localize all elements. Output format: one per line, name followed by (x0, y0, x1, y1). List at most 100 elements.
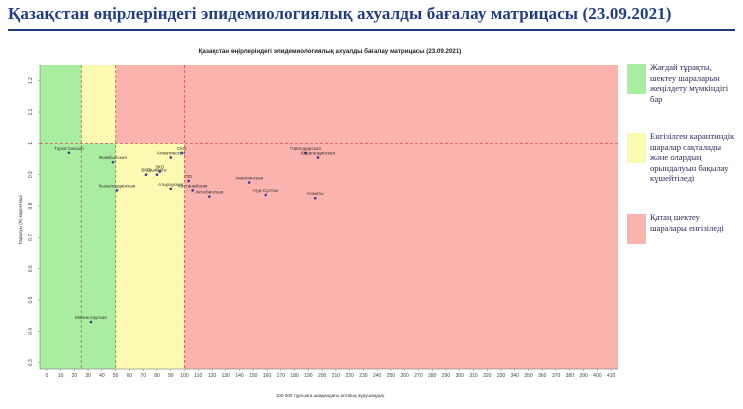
data-point (191, 189, 195, 192)
legend-swatch-green (627, 64, 646, 94)
x-tick-label: 380 (566, 373, 575, 379)
axes: 0 10 20 30 40 50 60 70 80 90 100 110 120 130 140 150 160… (28, 65, 618, 379)
x-tick-label: 360 (538, 373, 547, 379)
data-point-label: Карагандинская (301, 150, 336, 155)
data-point-label: Кызылординская (99, 183, 136, 188)
x-tick-label: 60 (127, 373, 133, 379)
zones-layer (40, 65, 618, 369)
data-point (169, 156, 173, 159)
y-tick-label: 0.5 (28, 296, 34, 303)
data-point-label: Алматы (307, 191, 324, 196)
data-point (111, 160, 115, 164)
zone-green (40, 65, 82, 144)
x-tick-label: 230 (359, 373, 368, 379)
data-point-label: ВКО (141, 168, 151, 173)
x-tick-label: 340 (511, 373, 520, 379)
x-tick-label: 130 (222, 373, 231, 379)
y-tick-label: 0.4 (28, 328, 34, 335)
x-tick-label: 10 (58, 373, 64, 379)
x-tick-label: 410 (607, 373, 616, 379)
risk-matrix-chart: Қазақстан өңірлеріндегі эпидемиологиялық… (18, 48, 618, 398)
y-tick-label: 1.2 (28, 77, 34, 84)
x-tick-label: 310 (469, 373, 478, 379)
x-axis-label: 100 000 тұрғынға шаққандағы аптalық ауру… (276, 393, 385, 398)
threshold-lines (40, 65, 618, 369)
data-point (264, 193, 267, 197)
x-tick-label: 370 (552, 373, 561, 379)
x-tick-label: 170 (277, 373, 286, 379)
data-point-label: СКО (177, 146, 187, 151)
data-point (247, 181, 251, 184)
x-tick-label: 150 (249, 373, 258, 379)
x-tick-label: 190 (304, 373, 313, 379)
data-point (313, 196, 317, 200)
x-tick-label: 30 (85, 373, 91, 379)
x-tick-label: 250 (387, 373, 396, 379)
data-point-label: Алматинская (157, 150, 186, 155)
y-tick-label: 0.6 (28, 265, 34, 272)
x-tick-label: 180 (290, 373, 299, 379)
data-point (89, 320, 93, 324)
data-point-label: Мангистауская (75, 315, 107, 320)
data-point (155, 173, 159, 176)
x-tick-label: 40 (99, 373, 105, 379)
data-point (115, 189, 119, 192)
data-point-label: Нур-Султан (253, 188, 278, 193)
legend-swatch-red (627, 214, 646, 244)
zone-yellow (81, 65, 116, 144)
data-point-label: Акмолинская (235, 176, 263, 181)
x-tick-label: 0 (45, 373, 48, 379)
x-tick-label: 140 (235, 373, 244, 379)
zone-red (115, 65, 618, 144)
legend-swatch-yellow (627, 133, 646, 163)
title-divider (8, 29, 735, 31)
x-tick-label: 80 (154, 373, 160, 379)
data-point (180, 151, 184, 155)
x-tick-label: 290 (442, 373, 451, 379)
x-tick-label: 70 (140, 373, 146, 379)
y-tick-label: 1 (28, 142, 34, 145)
x-tick-label: 240 (373, 373, 382, 379)
data-points: Түркістанская Жамбылская Кызылординская Ман… (54, 146, 336, 324)
x-tick-label: 400 (593, 373, 602, 379)
y-tick-label: 1.1 (28, 108, 34, 115)
x-tick-label: 350 (524, 373, 533, 379)
x-tick-label: 20 (72, 373, 78, 379)
data-point (304, 151, 307, 155)
data-point-label: Костанайская (178, 182, 208, 188)
data-point-label: Шымкент (147, 168, 168, 173)
x-tick-label: 100 (180, 373, 189, 379)
legend-label-stable: Жағдай тұрақты, шектеу шараларын жеңілде… (650, 62, 729, 104)
x-tick-label: 330 (497, 373, 506, 379)
data-point-label: Жамбылская (99, 155, 128, 160)
data-point-label: ЗКО (155, 165, 164, 170)
x-tick-label: 300 (456, 373, 465, 379)
x-tick-label: 160 (263, 373, 272, 379)
data-point-label: ПО (185, 174, 192, 179)
x-tick-label: 260 (401, 373, 410, 379)
data-point (144, 173, 148, 176)
x-tick-label: 50 (113, 373, 119, 379)
data-point-label: Павлодарская (290, 146, 321, 151)
y-tick-label: 0.7 (28, 234, 34, 241)
zone-red (184, 143, 618, 369)
data-point (158, 170, 162, 173)
x-tick-label: 90 (168, 373, 174, 379)
y-axis-label: Таралуы (R) көрсеткіші (18, 195, 23, 244)
data-point-label: Атырауская (158, 182, 184, 187)
data-point-label: Актюбинская (195, 190, 223, 195)
zone-green (40, 143, 116, 369)
legend-label-monitor: Енгізілген карантиндік шаралар сақталады… (650, 131, 735, 184)
data-point (316, 156, 320, 159)
x-tick-label: 320 (483, 373, 492, 379)
data-point (67, 151, 71, 155)
x-tick-label: 270 (414, 373, 423, 379)
data-point (207, 195, 211, 198)
legend-label-strict: Қатаң шектеу шаралары енгізіледі (650, 212, 724, 233)
data-point (169, 187, 173, 191)
data-point (187, 179, 190, 183)
chart-title: Қазақстан өңірлеріндегі эпидемиологиялық… (199, 48, 462, 55)
zone-yellow (115, 143, 185, 369)
data-point-label: Түркістанская (54, 146, 84, 151)
y-tick-label: 0.3 (28, 359, 34, 366)
